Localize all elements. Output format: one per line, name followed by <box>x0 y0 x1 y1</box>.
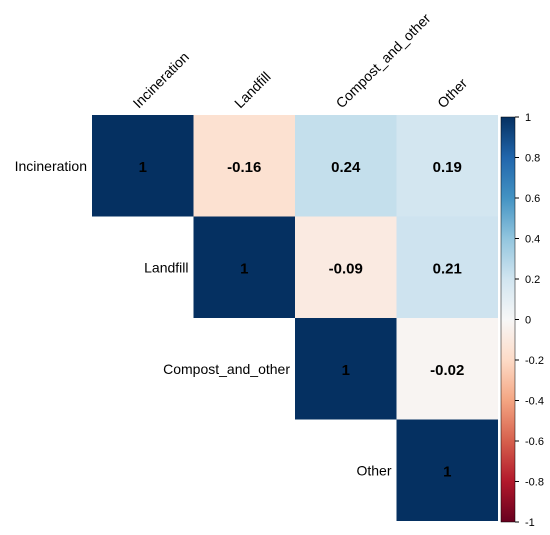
column-label-Compost_and_other: Compost_and_other <box>333 10 434 111</box>
column-label-Landfill: Landfill <box>231 68 274 111</box>
column-label-Other: Other <box>434 75 470 111</box>
heatmap-cell-Incineration-Landfill <box>193 115 295 217</box>
heatmap-cell-Landfill-Compost_and_other <box>295 216 397 318</box>
column-label-Incineration: Incineration <box>130 49 193 112</box>
colorbar-gradient <box>500 116 516 523</box>
colorbar-tick-label: -0.2 <box>525 355 544 367</box>
colorbar-tick-label: -0.4 <box>525 396 544 408</box>
heatmap-cell-Incineration-Other <box>396 115 498 217</box>
cell-value-label: 0.21 <box>433 260 462 277</box>
colorbar-tick-label: -0.8 <box>525 477 544 489</box>
row-label-Compost_and_other: Compost_and_other <box>163 361 290 377</box>
colorbar-tick-label: 0.6 <box>525 193 540 205</box>
cell-value-label: 1 <box>443 463 451 480</box>
colorbar-tick-label: 1 <box>525 112 531 124</box>
column-labels: Incineration Landfill Compost_and_other Oth… <box>130 10 471 111</box>
cell-value-label: -0.09 <box>329 260 363 277</box>
row-labels: Incineration Landfill Compost_and_other Oth… <box>15 158 392 479</box>
heatmap-cell-Incineration-Incineration <box>92 115 194 217</box>
heatmap-cell-Compost_and_other-Compost_and_other <box>295 318 397 420</box>
cell-value-label: -0.16 <box>227 159 261 176</box>
colorbar-tick-label: 0.2 <box>525 274 540 286</box>
colorbar-tick-label: 0 <box>525 315 531 327</box>
row-label-Landfill: Landfill <box>144 259 188 275</box>
cell-value-label: 1 <box>139 159 147 176</box>
cell-value-label: 1 <box>342 362 350 379</box>
colorbar-tick-label: -0.6 <box>525 436 544 448</box>
heatmap-cell-Landfill-Landfill <box>193 216 295 318</box>
cell-value-label: -0.02 <box>430 362 464 379</box>
heatmap-cell-Incineration-Compost_and_other <box>295 115 397 217</box>
heatmap-cell-Compost_and_other-Other <box>396 318 498 420</box>
colorbar-tick-label: 0.8 <box>525 153 540 165</box>
row-label-Incineration: Incineration <box>15 158 87 174</box>
colorbar: 1 0.8 0.6 0.4 0.2 0 -0.2 -0.4 -0.6 -0.8 -1 <box>500 112 544 529</box>
colorbar-tick-label: -1 <box>525 517 535 529</box>
colorbar-tick-label: 0.4 <box>525 234 540 246</box>
heatmap-cell-Other-Other <box>396 419 498 521</box>
cell-value-label: 0.19 <box>433 159 462 176</box>
heatmap-cells: 1 -0.16 0.24 0.19 1 -0.09 0.21 1 -0.02 1 <box>92 115 498 521</box>
cell-value-label: 0.24 <box>331 159 361 176</box>
heatmap-cell-Landfill-Other <box>396 216 498 318</box>
row-label-Other: Other <box>356 462 391 478</box>
cell-value-label: 1 <box>240 260 248 277</box>
